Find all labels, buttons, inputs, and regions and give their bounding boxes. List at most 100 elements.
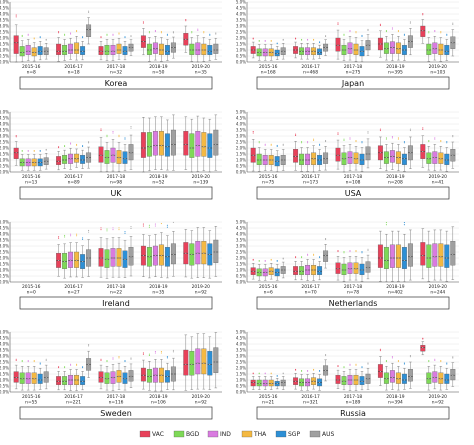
outlier-point (452, 23, 454, 25)
outlier-point (349, 249, 351, 252)
box-tha (268, 143, 274, 171)
outlier-point (76, 143, 78, 145)
box-sgp (207, 33, 213, 61)
outlier-point (379, 348, 381, 350)
mean-marker (300, 159, 303, 161)
outlier-point (88, 345, 90, 347)
box-aus (128, 126, 134, 170)
box-bgd (383, 222, 389, 282)
outlier-point (112, 33, 114, 35)
box-vac (140, 117, 146, 173)
outlier-point (154, 351, 156, 353)
box-vac (420, 13, 426, 44)
mean-marker (264, 382, 266, 385)
mean-marker (361, 269, 363, 271)
mean-marker (294, 380, 297, 382)
box-body (201, 132, 207, 157)
box-ind (347, 137, 353, 172)
box-body (164, 45, 170, 55)
outlier-point (355, 364, 357, 366)
n-label: n=468 (303, 70, 318, 76)
legend-label: VAC (152, 431, 164, 438)
y-tick-label: 2.5% (236, 29, 246, 34)
mean-marker (160, 374, 163, 376)
year-label: 2016-17 (301, 64, 320, 70)
n-label: n=32 (110, 70, 122, 76)
box-tha (74, 233, 80, 278)
outlier-point (337, 365, 339, 367)
outlier-point (349, 29, 351, 32)
outlier-point (142, 353, 144, 355)
outlier-point (367, 248, 369, 250)
outlier-point (440, 361, 442, 363)
box-body (183, 349, 189, 376)
y-tick-label: 0.0% (0, 169, 9, 174)
box-vac (13, 135, 19, 166)
outlier-point (112, 357, 114, 359)
box-body (207, 351, 213, 376)
mean-marker (452, 42, 454, 44)
box-sgp (444, 362, 450, 390)
outlier-point (88, 344, 90, 346)
outlier-point (434, 138, 436, 140)
outlier-point (325, 35, 327, 37)
outlier-point (282, 257, 284, 259)
outlier-point (45, 358, 47, 360)
n-label: n=108 (346, 180, 361, 186)
box-body (37, 373, 43, 384)
mean-marker (312, 158, 315, 160)
mean-marker (422, 30, 424, 32)
mean-marker (440, 378, 442, 380)
y-tick-label: 2.5% (236, 139, 246, 144)
mean-marker (324, 254, 327, 257)
box-aus (323, 35, 329, 56)
mean-marker (355, 379, 357, 381)
box-aus (86, 10, 92, 45)
mean-marker (118, 156, 120, 159)
mean-marker (57, 259, 60, 262)
box-bgd (299, 38, 305, 60)
box-ind (68, 32, 74, 60)
mean-marker (106, 156, 108, 159)
n-label: n=116 (109, 400, 124, 406)
mean-marker (63, 159, 66, 161)
outlier-point (112, 131, 114, 133)
year-label: 2018-19 (386, 174, 405, 180)
outlier-point (343, 34, 345, 36)
box-bgd (383, 29, 389, 61)
box-body (407, 369, 413, 382)
n-label: n=75 (262, 180, 274, 186)
outlier-point (148, 31, 150, 33)
outlier-point (58, 146, 60, 148)
mean-marker (264, 51, 266, 54)
box-ind (25, 33, 31, 61)
outlier-point (100, 128, 102, 130)
box-body (146, 132, 152, 157)
year-label: 2016-17 (301, 284, 320, 290)
box-body (201, 348, 207, 375)
mean-marker (276, 271, 278, 274)
box-sgp (359, 141, 365, 172)
box-tha (158, 351, 164, 392)
outlier-point (276, 144, 278, 147)
outlier-point (409, 128, 411, 130)
outlier-point (313, 38, 315, 40)
y-tick-label: 4.0% (0, 341, 9, 346)
y-tick-label: 5.0% (236, 109, 246, 114)
box-body (189, 351, 195, 376)
outlier-point (154, 352, 156, 354)
outlier-point (82, 366, 84, 368)
outlier-point (270, 258, 272, 260)
outlier-point (124, 137, 126, 139)
outlier-point (130, 35, 132, 37)
outlier-point (166, 357, 168, 359)
outlier-point (397, 137, 399, 139)
outlier-point (106, 134, 108, 136)
outlier-point (209, 34, 211, 36)
n-label: n=168 (261, 70, 276, 76)
y-tick-label: 3.5% (236, 237, 246, 242)
year-label: 2017-18 (107, 284, 126, 290)
box-body (183, 131, 189, 156)
y-tick-label: 0.0% (236, 59, 246, 64)
mean-marker (300, 381, 303, 384)
